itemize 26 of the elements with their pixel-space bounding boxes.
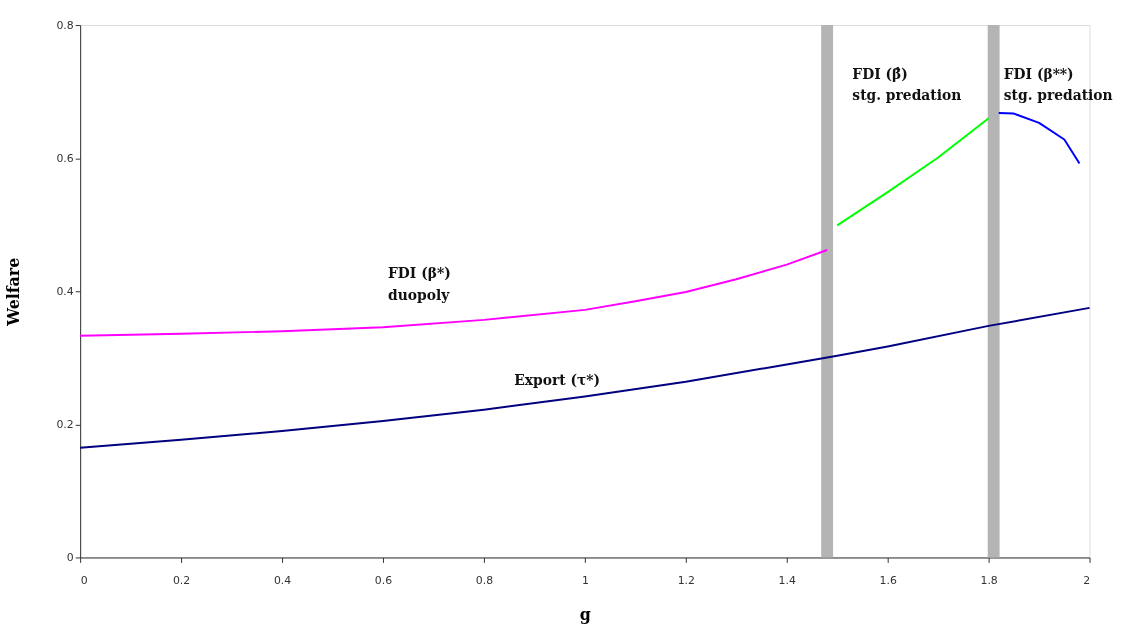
annotation: FDI (β̂) stg. predation (852, 65, 962, 104)
annotation: FDI (β**) stg. predation (1003, 65, 1113, 104)
x-tick-label: 1 (581, 573, 589, 587)
x-tick-label: 0.4 (273, 573, 292, 587)
y-tick-label: 0.6 (56, 151, 74, 165)
x-tick-label: 0.6 (374, 573, 393, 587)
y-tick-label: 0 (66, 550, 74, 564)
y-tick-label: 0.4 (56, 284, 74, 298)
line-series (997, 111, 1081, 165)
line-series (79, 249, 829, 337)
y-tick-label: 0.8 (56, 18, 74, 32)
x-tick-label: 0.8 (475, 573, 494, 587)
x-axis-title: g (579, 605, 591, 625)
annotation: FDI (β*) duopoly (388, 265, 451, 303)
x-tick-label: 1.6 (879, 573, 897, 587)
x-tick-label: 2 (1083, 573, 1091, 587)
x-tick-label: 0 (80, 573, 88, 587)
x-tick-label: 1.2 (677, 573, 695, 587)
x-tick-label: 0.2 (172, 573, 191, 587)
line-series (836, 117, 990, 227)
line-series (79, 306, 1091, 449)
x-tick-label: 1.4 (778, 573, 796, 587)
x-tick-label: 1.8 (980, 573, 998, 587)
y-tick-label: 0.2 (56, 417, 74, 431)
annotation: Export (τ*) (514, 371, 601, 388)
y-axis-title: Welfare (3, 257, 23, 327)
